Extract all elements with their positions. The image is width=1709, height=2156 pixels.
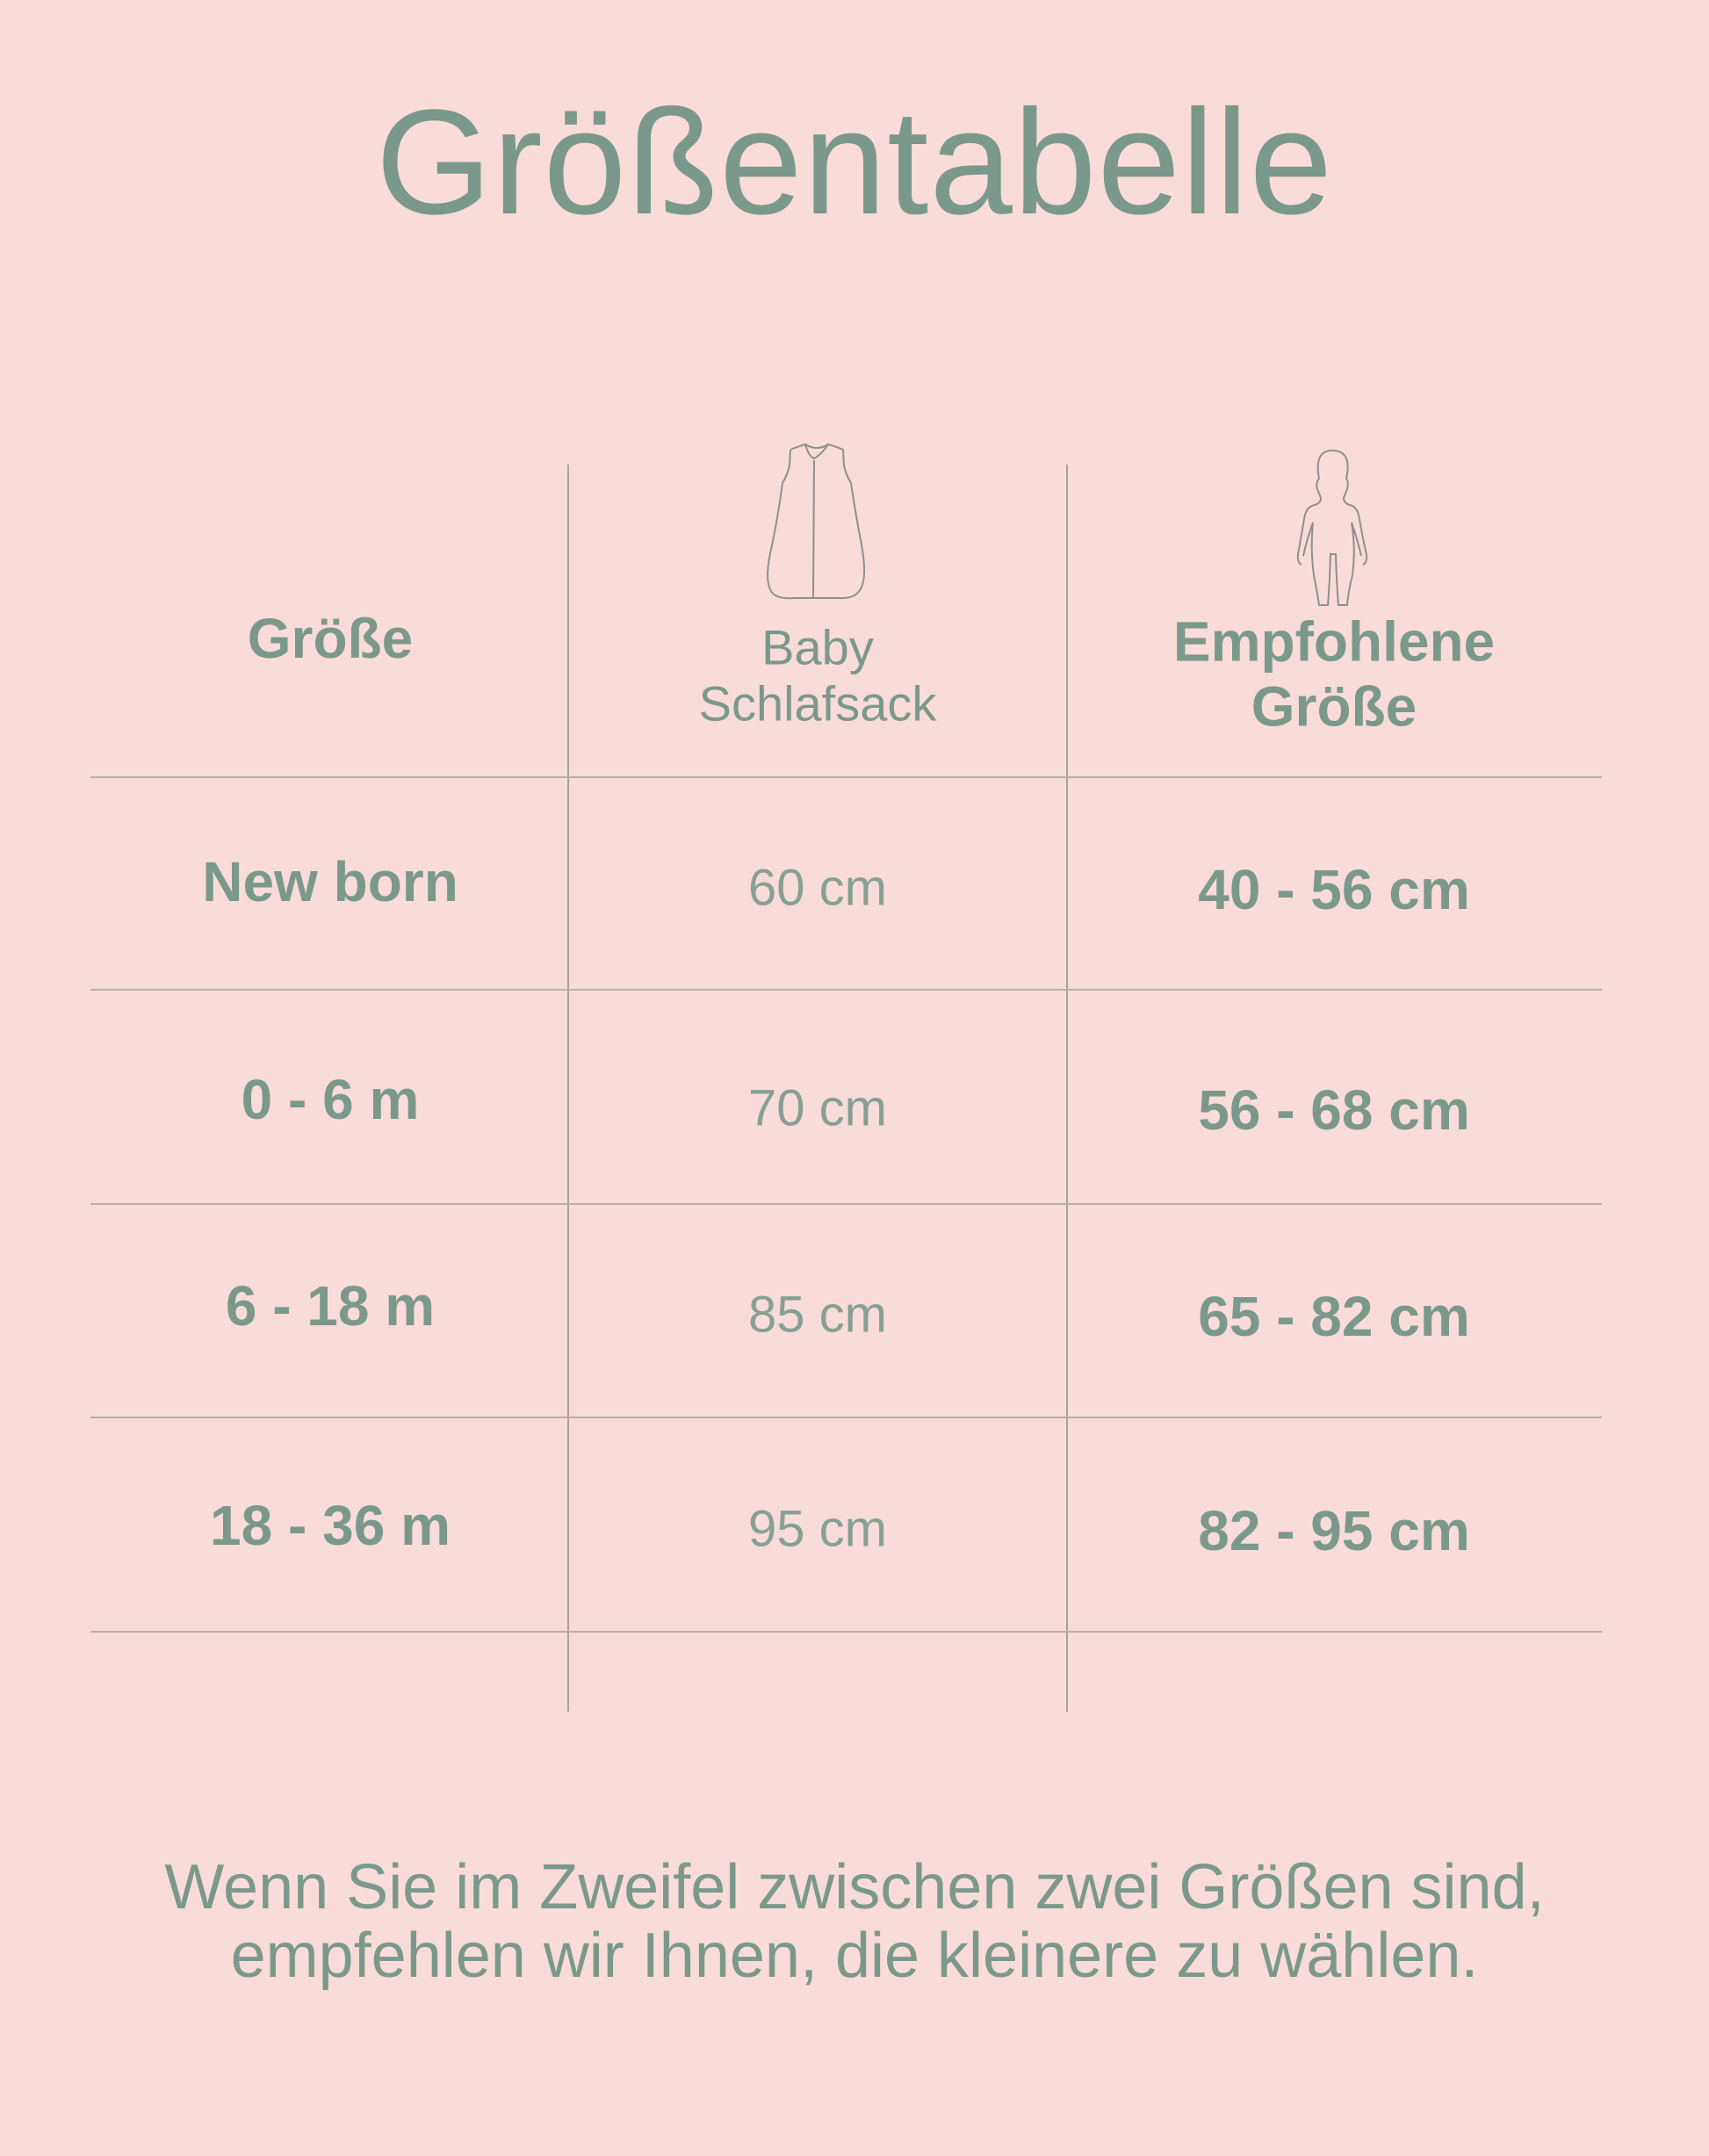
table-cell-recommended: 40 - 56 cm xyxy=(1198,858,1470,922)
column-divider xyxy=(1066,465,1068,1712)
row-divider xyxy=(90,1417,1602,1418)
table-cell-size: New born xyxy=(202,850,458,914)
table-cell-sleeping-bag: 85 cm xyxy=(748,1286,887,1344)
footer-line-2: empfehlen wir Ihnen, die kleinere zu wäh… xyxy=(230,1921,1479,1991)
header-sleeping-bag: Baby Schlafsack xyxy=(699,620,937,733)
header-recommended: Empfohlene Größe xyxy=(1173,609,1495,739)
page-title: Größentabelle xyxy=(375,79,1334,246)
table-cell-size: 6 - 18 m xyxy=(225,1274,436,1338)
row-divider xyxy=(90,989,1602,991)
table-cell-sleeping-bag: 60 cm xyxy=(748,859,887,917)
header-size-label: Größe xyxy=(247,607,414,671)
table-cell-size: 0 - 6 m xyxy=(241,1068,420,1132)
row-divider xyxy=(90,776,1602,778)
footer-note: Wenn Sie im Zweifel zwischen zwei Größen… xyxy=(0,1853,1709,1990)
table-cell-recommended: 65 - 82 cm xyxy=(1198,1285,1470,1349)
header-size: Größe xyxy=(248,607,413,672)
footer-line-1: Wenn Sie im Zweifel zwischen zwei Größen… xyxy=(164,1852,1545,1922)
table-cell-recommended: 82 - 95 cm xyxy=(1198,1499,1470,1563)
header-sleeping-bag-line2: Schlafsack xyxy=(698,676,937,732)
header-sleeping-bag-line1: Baby xyxy=(761,619,874,675)
header-recommended-line2: Größe xyxy=(1251,674,1417,738)
table-cell-sleeping-bag: 95 cm xyxy=(748,1500,887,1558)
row-divider xyxy=(90,1631,1602,1633)
table-cell-size: 18 - 36 m xyxy=(210,1494,451,1558)
row-divider xyxy=(90,1203,1602,1205)
column-divider xyxy=(567,465,569,1712)
header-recommended-line1: Empfohlene xyxy=(1172,609,1496,674)
baby-figure-icon xyxy=(1296,449,1368,606)
table-cell-recommended: 56 - 68 cm xyxy=(1198,1078,1470,1143)
table-cell-sleeping-bag: 70 cm xyxy=(748,1079,887,1137)
sleeping-bag-icon xyxy=(767,443,865,600)
